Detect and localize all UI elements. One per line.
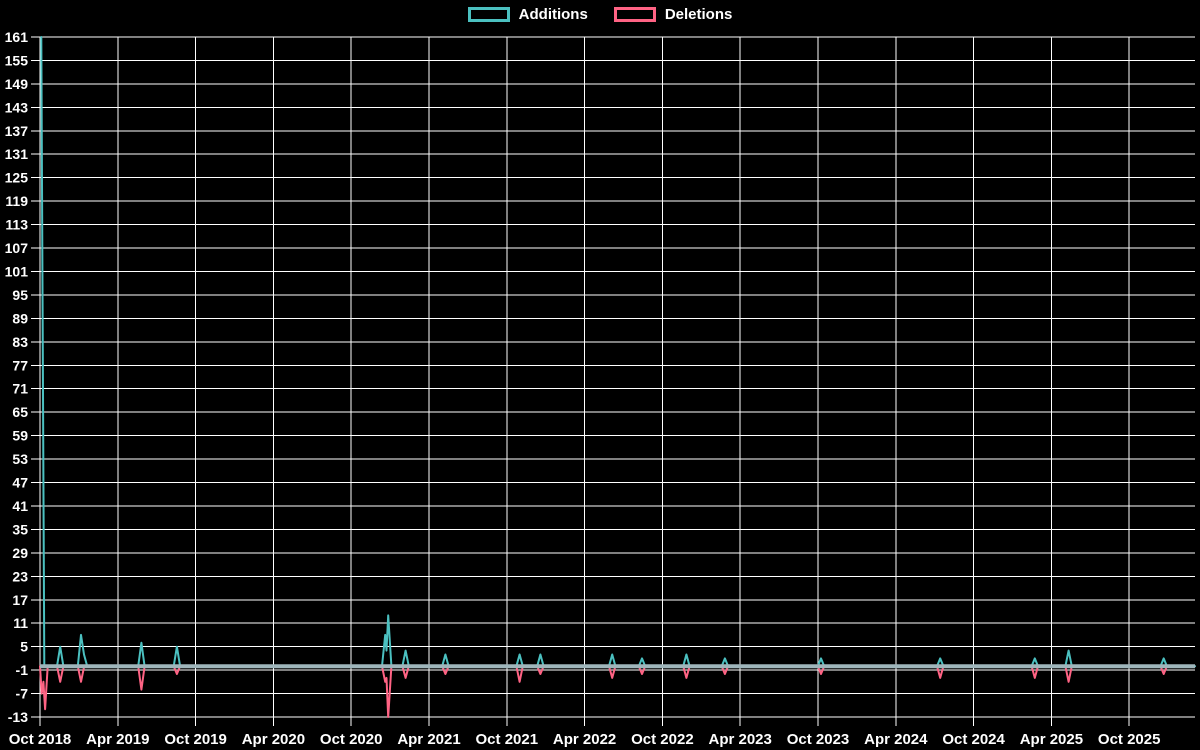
y-axis-label: 41	[12, 498, 28, 514]
y-axis-label: 23	[12, 568, 28, 584]
x-axis-label: Oct 2022	[631, 731, 694, 748]
x-axis-label: Apr 2022	[553, 731, 616, 748]
additions-color-swatch	[467, 7, 510, 22]
y-axis-label: -1	[16, 662, 29, 678]
y-axis-label: 17	[12, 592, 28, 608]
y-axis-label: 47	[12, 475, 28, 491]
y-axis-label: 131	[5, 146, 29, 162]
x-axis-label: Apr 2019	[86, 731, 149, 748]
y-axis-label: 65	[12, 404, 28, 420]
y-axis-label: 59	[12, 428, 28, 444]
additions-line	[40, 36, 1196, 668]
y-axis-label: 35	[12, 521, 28, 537]
y-axis-label: 107	[5, 240, 29, 256]
y-axis-label: -7	[16, 686, 29, 702]
x-axis-label: Apr 2021	[397, 731, 460, 748]
y-axis-label: 113	[5, 217, 28, 233]
x-axis-label: Apr 2020	[242, 731, 305, 748]
y-axis-label: 71	[12, 381, 28, 397]
x-axis-label: Oct 2024	[942, 731, 1005, 748]
y-axis-label: 83	[12, 334, 28, 350]
y-axis-label: 11	[13, 615, 28, 631]
y-axis-label: -13	[8, 709, 28, 725]
x-axis-label: Apr 2023	[709, 731, 772, 748]
x-axis-label: Oct 2019	[164, 731, 227, 748]
x-axis-label: Oct 2021	[476, 731, 539, 748]
legend-item-deletions[interactable]: Deletions	[613, 6, 733, 23]
legend-label-additions: Additions	[518, 6, 588, 23]
deletions-color-swatch	[613, 7, 656, 22]
y-axis-label: 29	[12, 545, 28, 561]
x-axis-label: Oct 2020	[320, 731, 383, 748]
y-axis-label: 143	[5, 99, 29, 115]
y-axis-label: 125	[5, 170, 29, 186]
y-axis-label: 161	[5, 29, 29, 45]
y-axis-label: 53	[12, 451, 28, 467]
y-axis-label: 89	[12, 310, 28, 326]
y-axis-label: 95	[12, 287, 28, 303]
x-axis-label: Oct 2025	[1098, 731, 1161, 748]
x-axis-label: Apr 2025	[1020, 731, 1083, 748]
y-axis-label: 155	[5, 52, 29, 68]
chart-legend: Additions Deletions	[0, 7, 1200, 22]
x-axis-label: Apr 2024	[864, 731, 928, 748]
y-axis-label: 137	[5, 123, 29, 139]
x-axis-label: Oct 2023	[787, 731, 850, 748]
y-axis-label: 101	[5, 263, 29, 279]
y-axis-label: 77	[12, 357, 28, 373]
legend-label-deletions: Deletions	[664, 6, 733, 23]
legend-item-additions[interactable]: Additions	[467, 6, 588, 23]
x-axis-label: Oct 2018	[9, 731, 72, 748]
y-axis-label: 149	[5, 76, 29, 92]
y-axis-label: 5	[20, 639, 28, 655]
y-axis-label: 119	[5, 193, 28, 209]
deletions-line	[39, 665, 1196, 718]
